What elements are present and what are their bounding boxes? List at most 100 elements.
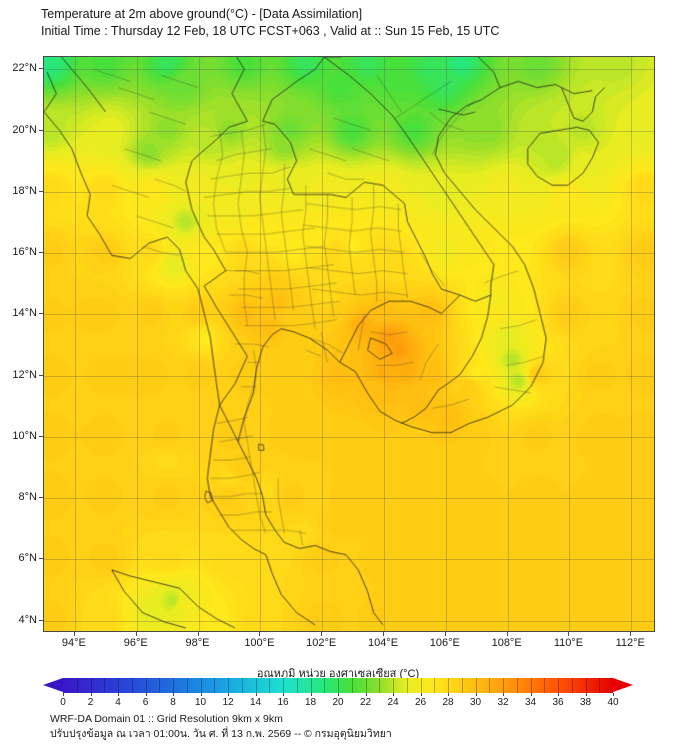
colorbar-segment-divider <box>503 678 504 693</box>
colorbar-segment-divider <box>365 678 367 693</box>
colorbar-segment-divider <box>200 678 202 693</box>
graticule-meridian <box>260 57 262 631</box>
colorbar-tick <box>613 693 614 696</box>
x-axis-tick <box>321 632 323 636</box>
graticule-meridian <box>507 57 509 631</box>
x-axis-tick <box>197 632 199 636</box>
colorbar-tick <box>173 693 174 696</box>
x-axis-tick-label: 112°E <box>615 637 645 649</box>
chart-title-block: Temperature at 2m above ground(°C) - [Da… <box>41 6 661 40</box>
colorbar-tick <box>63 693 64 696</box>
colorbar-segment-divider <box>530 678 532 693</box>
graticule-meridian <box>631 57 633 631</box>
y-axis-tick-label: 6°N <box>18 552 37 565</box>
colorbar-segment-divider <box>379 678 381 693</box>
colorbar-segment-divider <box>406 678 408 693</box>
graticule-meridian <box>198 57 200 631</box>
graticule-parallel <box>44 436 654 438</box>
y-axis-tick <box>39 435 43 437</box>
colorbar-segment-divider <box>214 678 216 693</box>
colorbar-tick-label: 0 <box>60 697 66 708</box>
footer-line-model: WRF-DA Domain 01 :: Grid Resolution 9km … <box>50 713 283 725</box>
colorbar-tick-label: 24 <box>387 697 399 708</box>
y-axis-tick-label: 18°N <box>12 184 37 197</box>
graticule-parallel <box>44 130 654 132</box>
colorbar-tick <box>448 693 449 696</box>
colorbar-title: อุณหภูมิ หน่วย องศาเซลเซียส (°C) <box>256 668 420 680</box>
y-axis-tick <box>39 252 43 254</box>
colorbar-tick-label: 30 <box>469 697 482 708</box>
colorbar-tick-label: 2 <box>87 697 94 708</box>
colorbar-segment-divider <box>90 678 92 693</box>
chart-title-line-2: Initial Time : Thursday 12 Feb, 18 UTC F… <box>41 24 500 38</box>
colorbar-tick-label: 10 <box>194 697 207 708</box>
colorbar-tick-label: 20 <box>332 697 344 708</box>
colorbar-tick-label: 16 <box>277 697 289 708</box>
colorbar-tick <box>420 693 422 696</box>
colorbar-gradient <box>63 678 613 693</box>
colorbar-tick-label: 38 <box>579 697 592 708</box>
graticule-meridian <box>136 57 138 631</box>
colorbar-tick <box>145 693 147 696</box>
colorbar-tick <box>558 693 559 696</box>
colorbar-segment-divider <box>516 678 518 693</box>
colorbar-tick <box>475 693 477 696</box>
colorbar-tick <box>228 693 229 696</box>
colorbar-tick <box>118 693 119 696</box>
y-axis-tick-label: 20°N <box>12 123 37 136</box>
chart-title-line-1: Temperature at 2m above ground(°C) - [Da… <box>41 7 363 21</box>
colorbar-tick-label: 28 <box>442 697 454 708</box>
colorbar-segment-divider <box>228 678 229 693</box>
y-axis-tick <box>39 497 43 499</box>
y-axis-tick-label: 14°N <box>12 307 37 320</box>
y-axis-tick <box>39 619 43 621</box>
graticule-meridian <box>569 57 571 631</box>
colorbar-segment-divider <box>585 678 587 693</box>
colorbar-segment-divider <box>118 678 119 693</box>
y-axis-tick <box>39 313 43 315</box>
colorbar: 0 2 4 6 8 10 12 14 16 18 20 22 24 26 28 30 32 34 36 38 40 <box>43 678 633 708</box>
colorbar-tick-label: 34 <box>524 697 537 708</box>
graticule-parallel <box>44 191 654 193</box>
colorbar-tick-label: 14 <box>249 697 262 708</box>
footer-line-credit: ปรับปรุงข้อมูล ณ เวลา 01:00น. วัน ศ. ที่… <box>50 728 392 740</box>
y-axis-tick-label: 4°N <box>18 613 37 626</box>
colorbar-segment-divider <box>255 678 257 693</box>
colorbar-tick <box>310 693 312 696</box>
x-axis-tick <box>383 632 384 636</box>
colorbar-segment-divider <box>571 678 573 693</box>
colorbar-tick <box>338 693 339 696</box>
temperature-map-plot <box>43 56 655 632</box>
footer-block: WRF-DA Domain 01 :: Grid Resolution 9km … <box>50 712 650 742</box>
colorbar-segment-divider <box>558 678 559 693</box>
colorbar-tick <box>365 693 367 696</box>
colorbar-segment-divider <box>324 678 326 693</box>
x-axis-tick <box>444 632 446 636</box>
colorbar-segment-divider <box>131 678 133 693</box>
graticule-meridian <box>322 57 324 631</box>
colorbar-segment-divider <box>104 678 106 693</box>
colorbar-tick <box>393 693 394 696</box>
colorbar-segment-divider <box>145 678 147 693</box>
colorbar-tick-label: 32 <box>497 697 509 708</box>
colorbar-tick-label: 4 <box>115 697 121 708</box>
x-axis-tick <box>506 632 508 636</box>
colorbar-segment-divider <box>241 678 243 693</box>
y-axis-tick-label: 16°N <box>12 246 37 259</box>
graticule-parallel <box>44 498 654 500</box>
x-axis-tick-label: 98°E <box>185 637 210 649</box>
colorbar-tick-label: 22 <box>359 697 372 708</box>
y-axis-tick-label: 8°N <box>18 491 37 504</box>
x-axis-tick-label: 102°E <box>306 637 337 649</box>
colorbar-tick <box>585 693 587 696</box>
x-axis-tick-label: 108°E <box>491 637 522 649</box>
colorbar-segment-divider <box>283 678 284 693</box>
graticule-meridian <box>384 57 385 631</box>
colorbar-segment-divider <box>310 678 312 693</box>
y-axis-tick <box>39 129 43 131</box>
colorbar-over-arrow-icon <box>613 678 633 692</box>
colorbar-segment-divider <box>296 678 298 693</box>
colorbar-segment-divider <box>338 678 339 693</box>
y-axis-tick <box>39 68 43 70</box>
graticule-parallel <box>44 620 654 622</box>
